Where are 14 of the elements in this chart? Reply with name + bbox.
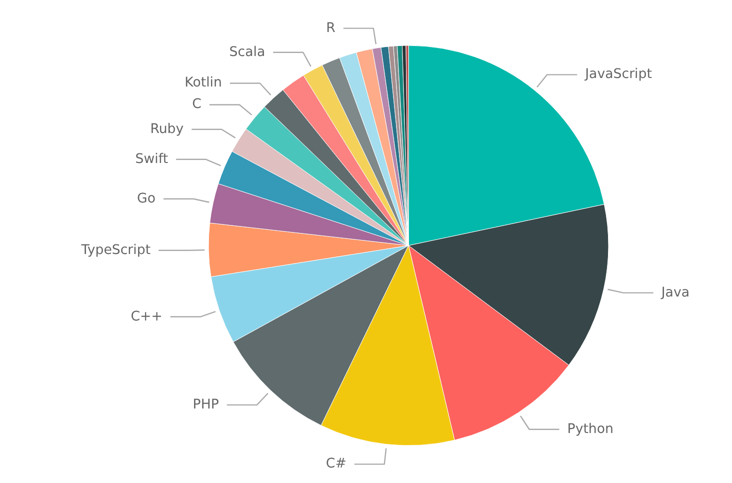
slice-label: JavaScript <box>584 67 652 82</box>
slice-label: C <box>192 97 202 112</box>
slice-label: Python <box>567 422 614 437</box>
slice-label: Java <box>660 285 690 300</box>
slice-label: PHP <box>192 397 219 412</box>
slice-label: C# <box>326 456 346 472</box>
slice-label: Ruby <box>150 122 184 137</box>
slice-label: Scala <box>229 44 266 60</box>
slice-label: TypeScript <box>80 242 151 258</box>
slice-label: Go <box>137 191 156 206</box>
slice-label: Swift <box>135 152 168 167</box>
slice-label: R <box>326 20 336 36</box>
slice-label: Kotlin <box>184 76 222 91</box>
slice-label: C++ <box>130 309 162 324</box>
